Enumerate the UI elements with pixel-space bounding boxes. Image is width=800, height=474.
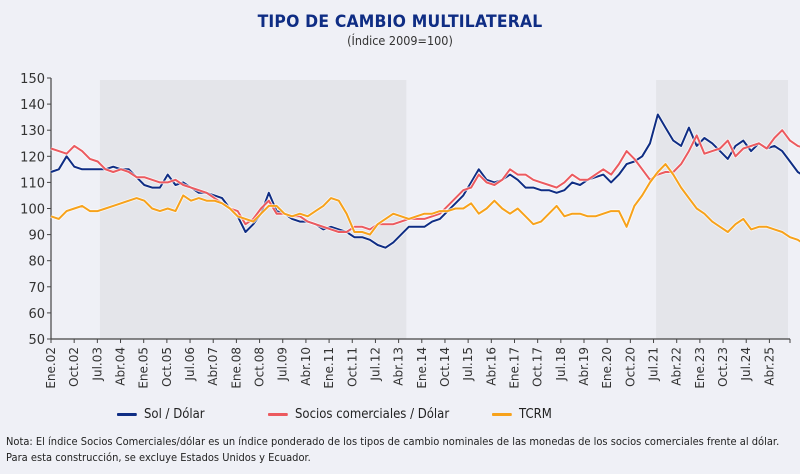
x-tick-label: Oct.14 xyxy=(438,347,452,387)
x-tick-label: Abr.07 xyxy=(206,347,220,386)
x-tick-label: Ene.08 xyxy=(229,347,243,389)
series-line-socios xyxy=(50,129,800,233)
x-tick-label: Jul.03 xyxy=(90,347,104,382)
legend-label-sol: Sol / Dólar xyxy=(144,407,205,422)
chart-subtitle: (Índice 2009=100) xyxy=(347,33,453,48)
y-tick-label: 140 xyxy=(20,98,45,113)
x-tick-label: Ene.23 xyxy=(693,347,707,389)
x-tick-label: Oct.23 xyxy=(716,347,730,387)
footnote: Nota: El índice Socios Comerciales/dólar… xyxy=(6,435,780,464)
y-tick-label: 90 xyxy=(28,229,45,244)
x-tick-label: Jul.18 xyxy=(554,347,568,382)
x-tick-label: Ene.17 xyxy=(507,347,521,389)
x-axis: Ene.02 Oct.02 Jul.03 Abr.04 Ene.05 Oct.05 Jul.… xyxy=(44,338,791,389)
y-tick-label: 70 xyxy=(28,281,45,296)
series-line-tcrm xyxy=(50,163,800,243)
x-tick-label: Oct.20 xyxy=(623,347,637,387)
legend-item-tcrm: TCRM xyxy=(492,407,552,422)
y-tick-label: 100 xyxy=(20,203,45,218)
line-chart: 50 60 70 80 90 100 110 120 130 140 150 Ene.02 Oct.0… xyxy=(20,72,800,389)
x-tick-label: Abr.13 xyxy=(392,347,406,386)
legend-swatch-tcrm xyxy=(492,413,512,416)
x-tick-label: Jul.12 xyxy=(368,347,382,382)
x-tick-label: Abr.19 xyxy=(577,347,591,386)
shaded-period xyxy=(99,80,407,339)
x-tick-label: Oct.17 xyxy=(531,347,545,387)
y-tick-label: 80 xyxy=(28,255,45,270)
chart-title: TIPO DE CAMBIO MULTILATERAL xyxy=(257,12,543,32)
series-line-sol xyxy=(50,113,800,249)
x-tick-label: Abr.04 xyxy=(114,347,128,386)
x-tick-label: Abr.16 xyxy=(484,347,498,386)
x-tick-label: Ene.14 xyxy=(415,347,429,389)
x-tick-label: Oct.02 xyxy=(67,347,81,387)
legend: Sol / Dólar Socios comerciales / Dólar T… xyxy=(0,405,800,427)
x-tick-label: Ene.11 xyxy=(322,347,336,389)
x-tick-label: Ene.20 xyxy=(600,347,614,389)
x-tick-label: Jul.21 xyxy=(647,347,661,382)
x-tick-label: Ene.02 xyxy=(44,347,58,389)
x-tick-label: Jul.24 xyxy=(739,347,753,382)
x-tick-label: Oct.08 xyxy=(253,347,267,387)
x-tick-label: Abr.22 xyxy=(670,347,684,386)
x-tick-label: Oct.05 xyxy=(160,347,174,387)
legend-swatch-sol xyxy=(117,413,137,416)
x-tick-label: Ene.05 xyxy=(137,347,151,389)
y-tick-label: 130 xyxy=(20,124,45,139)
legend-label-socios: Socios comerciales / Dólar xyxy=(295,407,450,422)
x-tick-label: Oct.11 xyxy=(345,347,359,387)
x-tick-label: Abr.10 xyxy=(299,347,313,386)
legend-item-socios: Socios comerciales / Dólar xyxy=(268,407,449,422)
series-lines xyxy=(50,112,800,250)
x-tick-label: Jul.09 xyxy=(276,347,290,382)
y-tick-label: 110 xyxy=(20,176,45,191)
y-axis: 50 60 70 80 90 100 110 120 130 140 150 xyxy=(20,72,52,348)
shaded-period xyxy=(656,80,788,339)
legend-swatch-socios xyxy=(268,413,288,416)
x-tick-label: Abr.25 xyxy=(762,347,776,386)
y-tick-label: 50 xyxy=(28,333,45,348)
x-tick-label: Jul.15 xyxy=(461,347,475,382)
y-tick-label: 120 xyxy=(20,150,45,165)
legend-item-sol: Sol / Dólar xyxy=(117,407,205,422)
legend-label-tcrm: TCRM xyxy=(519,407,552,422)
x-tick-label: Jul.06 xyxy=(183,347,197,382)
y-tick-label: 60 xyxy=(28,307,45,322)
y-tick-label: 150 xyxy=(20,72,45,87)
